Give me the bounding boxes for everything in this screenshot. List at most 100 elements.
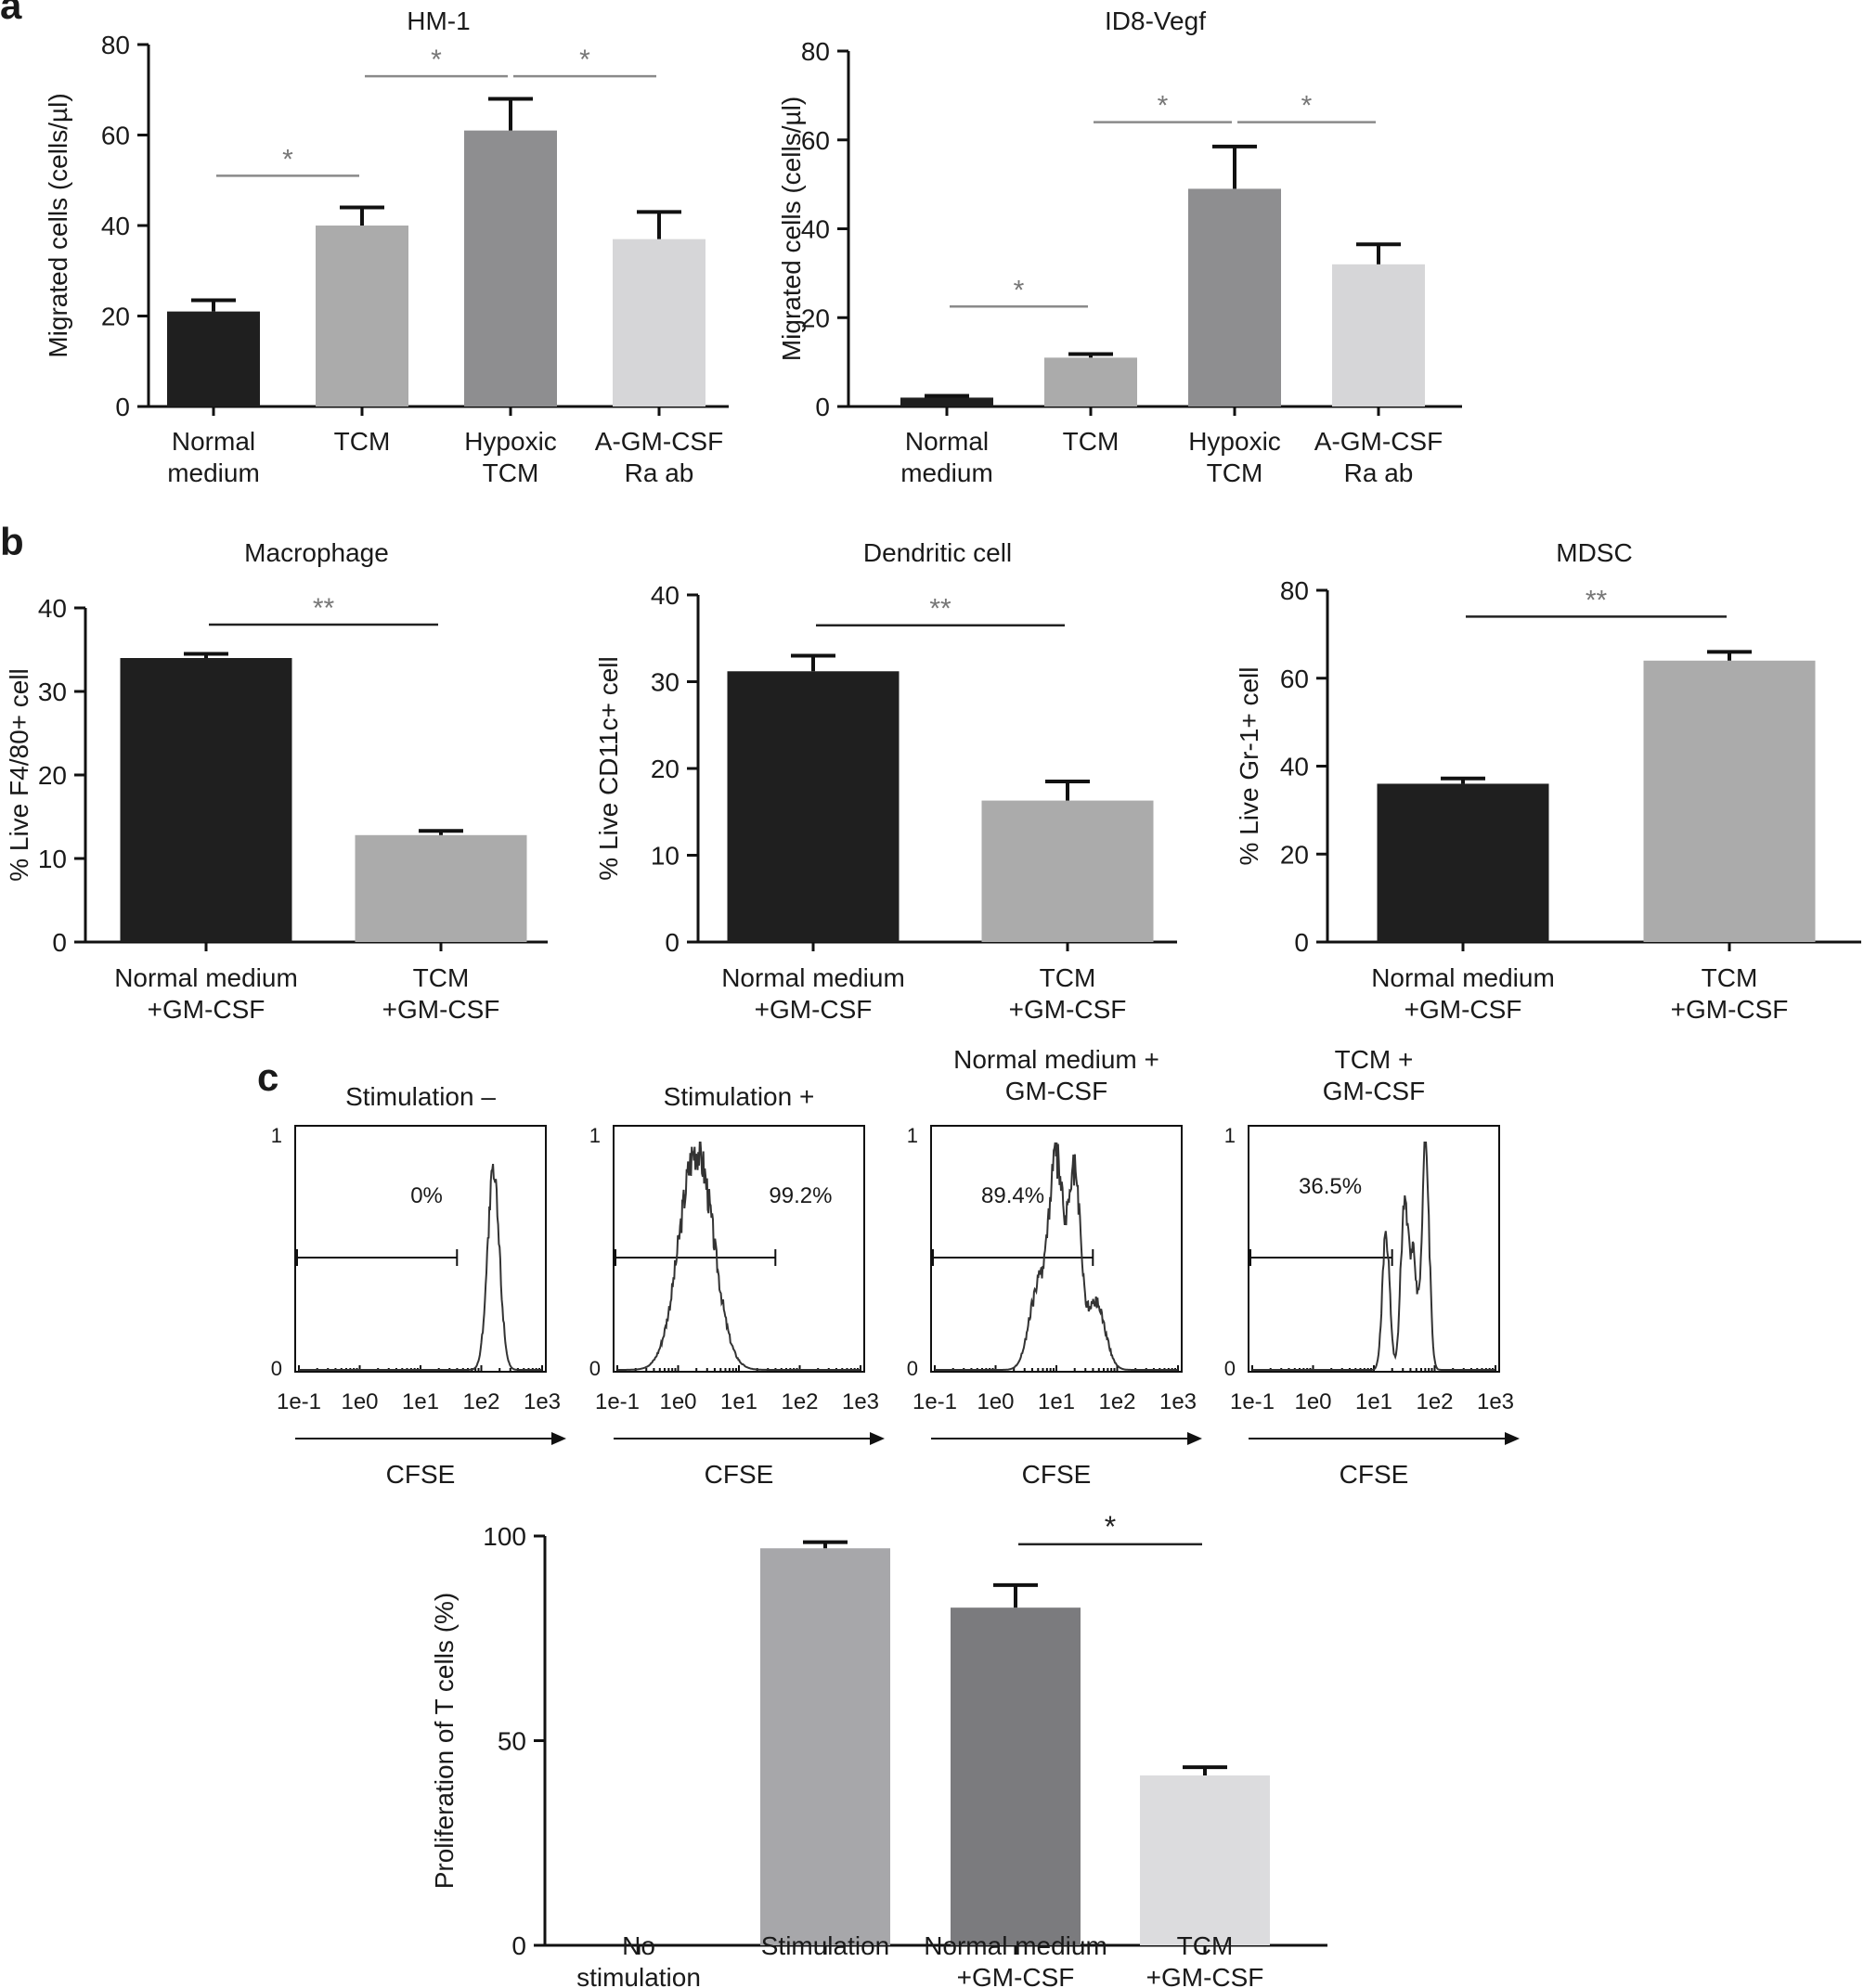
histogram-trace <box>935 1142 1178 1371</box>
panel-letter-c: c <box>257 1055 278 1099</box>
y-tick-label: 20 <box>38 761 67 790</box>
y-tick-label: 0 <box>1294 928 1309 957</box>
y-tick-label: 40 <box>651 581 680 610</box>
x-category-label-line-2: +GM-CSF <box>957 1963 1075 1988</box>
y-axis-label: % Live CD11c+ cell <box>594 656 623 880</box>
x-category-label-line-1: Normal medium <box>721 963 905 992</box>
gate-percent: 99.2% <box>769 1183 832 1208</box>
bar <box>1140 1775 1270 1945</box>
x-category-label-line-1: TCM <box>1177 1931 1234 1960</box>
y-tick-label: 0 <box>665 928 680 957</box>
bar <box>1044 357 1137 407</box>
significance-marker: * <box>1105 1510 1116 1543</box>
significance-marker: * <box>1014 275 1025 305</box>
x-tick-label: 1e2 <box>1098 1389 1135 1414</box>
x-tick-label: 1e2 <box>781 1389 818 1414</box>
chart-a2: ID8-Vegf 0 20 40 60 80 Migrated cells (cells/µ… <box>777 6 1462 487</box>
x-category-label-line-1: TCM <box>1040 963 1096 992</box>
x-tick-label: 1e1 <box>720 1389 757 1414</box>
y-tick-label: 1 <box>1224 1124 1236 1147</box>
chart-title: HM-1 <box>407 6 470 35</box>
y-tick-label: 0 <box>907 1357 918 1380</box>
x-category-label-line-2: +GM-CSF <box>755 995 873 1024</box>
x-tick-label: 1e1 <box>402 1389 439 1414</box>
x-category-label-line-1: Normal <box>905 427 989 456</box>
histogram-title: Stimulation + <box>664 1082 815 1111</box>
cfse-arrow-head <box>1505 1432 1520 1445</box>
chart-b3: MDSC 0 20 40 60 80 % Live Gr-1+ cell Normal med… <box>1235 538 1861 1024</box>
y-tick-label: 30 <box>38 678 67 706</box>
bar <box>355 834 527 942</box>
significance-marker: * <box>1301 91 1313 122</box>
histogram-trace <box>617 1142 861 1371</box>
x-category-label-line-2: +GM-CSF <box>382 995 500 1024</box>
x-category-label-line-2: Ra ab <box>1344 458 1414 487</box>
x-category-label-line-2: +GM-CSF <box>1404 995 1522 1024</box>
chart-b2: Dendritic cell 0 10 20 30 40 % Live CD11c+ cel… <box>594 538 1177 1024</box>
significance-marker: * <box>1158 91 1169 122</box>
x-tick-label: 1e0 <box>341 1389 378 1414</box>
y-tick-label: 100 <box>483 1522 526 1551</box>
x-tick-label: 1e2 <box>462 1389 499 1414</box>
x-tick-label: 1e3 <box>1477 1389 1514 1414</box>
chart-title: MDSC <box>1556 538 1632 567</box>
x-category-label-line-2: +GM-CSF <box>148 995 265 1024</box>
x-tick-label: 1e1 <box>1038 1389 1075 1414</box>
y-axis-label: % Live F4/80+ cell <box>5 668 33 882</box>
x-category-label-line-2: stimulation <box>576 1963 701 1988</box>
x-tick-label: 1e0 <box>977 1389 1014 1414</box>
x-category-label-line-1: TCM <box>413 963 470 992</box>
y-tick-label: 20 <box>101 303 130 331</box>
histogram-frame <box>1248 1125 1500 1373</box>
chart-title: ID8-Vegf <box>1105 6 1206 35</box>
x-axis-label: CFSE <box>1340 1460 1409 1489</box>
bar <box>120 658 292 942</box>
charts-layer: HM-1 0 20 40 60 80 Migrated cells (cells/µl) No… <box>5 6 1861 1988</box>
x-category-label: Stimulation <box>761 1931 890 1960</box>
x-axis-label: CFSE <box>386 1460 456 1489</box>
y-tick-label: 10 <box>651 842 680 871</box>
x-category-label-line-2: medium <box>900 458 993 487</box>
x-category-label-line-1: A-GM-CSF <box>1314 427 1443 456</box>
y-tick-label: 40 <box>801 215 830 244</box>
x-category-label-line-1: Normal <box>172 427 255 456</box>
x-axis-label: CFSE <box>1022 1460 1092 1489</box>
significance-marker: ** <box>929 594 951 625</box>
x-tick-label: 1e2 <box>1416 1389 1453 1414</box>
chart-c-hist-1: Stimulation – 1 0 1e-1 1e0 1e1 1e2 1e3 CFSE 0% <box>271 1082 566 1489</box>
x-category-label: TCM <box>1063 427 1120 456</box>
x-category-label-line-1: TCM <box>1702 963 1758 992</box>
y-tick-label: 40 <box>101 212 130 240</box>
x-tick-label: 1e0 <box>659 1389 696 1414</box>
bar <box>464 130 557 407</box>
histogram-trace <box>1252 1142 1495 1371</box>
bar <box>1643 660 1816 942</box>
bar <box>951 1607 1081 1945</box>
x-category-label-line-1: A-GM-CSF <box>595 427 723 456</box>
x-category-label-line-1: No <box>622 1931 655 1960</box>
y-tick-label: 80 <box>1280 576 1309 605</box>
bar <box>1188 188 1281 407</box>
chart-b1: Macrophage 0 10 20 30 40 % Live F4/80+ cell Nor… <box>5 538 548 1024</box>
x-tick-label: 1e1 <box>1355 1389 1392 1414</box>
x-category-label-line-2: Ra ab <box>625 458 694 487</box>
x-category-label-line-2: TCM <box>1207 458 1263 487</box>
y-tick-label: 60 <box>101 122 130 150</box>
x-tick-label: 1e3 <box>1159 1389 1197 1414</box>
chart-title: Dendritic cell <box>863 538 1012 567</box>
y-axis-label: % Live Gr-1+ cell <box>1235 667 1263 866</box>
histogram-title-line-2: GM-CSF <box>1005 1077 1107 1105</box>
panel-letter-b: b <box>0 520 24 563</box>
cfse-arrow-head <box>1187 1432 1202 1445</box>
y-axis-label: Migrated cells (cells/µl) <box>777 97 806 361</box>
chart-c-bar: 0 50 100 Proliferation of T cells (%) No stim… <box>430 1510 1327 1988</box>
bar <box>613 239 705 407</box>
x-tick-label: 1e-1 <box>277 1389 321 1414</box>
y-axis-label: Migrated cells (cells/µl) <box>44 93 72 357</box>
histogram-frame <box>294 1125 547 1373</box>
bar <box>167 311 260 407</box>
y-tick-label: 0 <box>271 1357 282 1380</box>
bar <box>727 671 900 942</box>
significance-marker: * <box>431 45 442 75</box>
